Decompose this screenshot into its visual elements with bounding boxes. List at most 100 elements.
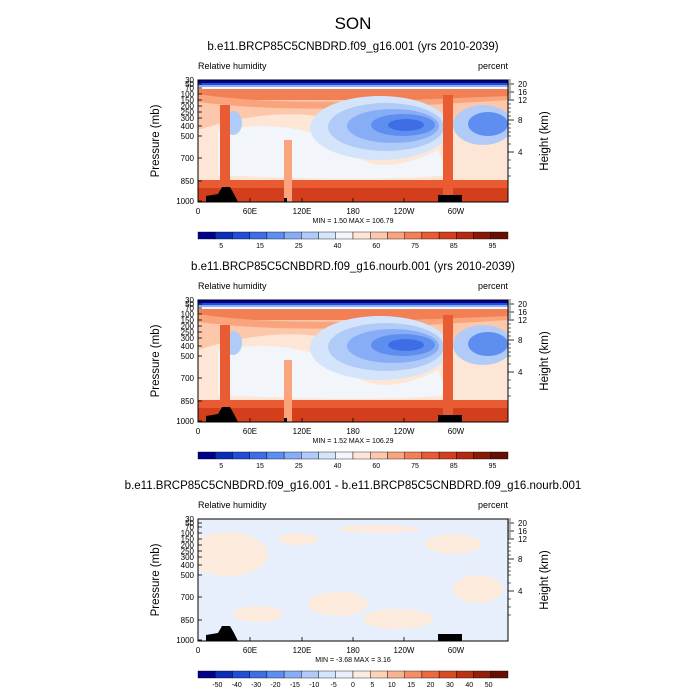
colorbar-swatch xyxy=(473,231,491,240)
x-tick-label: 180 xyxy=(346,646,360,655)
colorbar-label: 15 xyxy=(407,682,415,689)
field-strat-4 xyxy=(198,87,508,89)
y-tick-label: 70 xyxy=(185,523,194,532)
right-label: percent xyxy=(478,500,509,510)
y-tick-label: 300 xyxy=(181,114,195,123)
colorbar-swatch xyxy=(490,670,509,679)
field-plume-3 xyxy=(284,140,292,202)
x-tick-label: 0 xyxy=(196,427,201,436)
colorbar-swatch xyxy=(318,451,336,460)
y-tick-label: 300 xyxy=(181,553,195,562)
panel-title: b.e11.BRCP85C5CNBDRD.f09_g16.001 - b.e11… xyxy=(125,480,582,492)
y-tick-label: 700 xyxy=(181,374,195,383)
stats-text: MIN = -3.68 MAX = 3.16 xyxy=(315,657,391,664)
x-tick-label: 60W xyxy=(448,427,465,436)
field-upper-band xyxy=(198,88,508,100)
y-tick-label: 250 xyxy=(181,328,195,337)
field-positive-region-6 xyxy=(453,575,503,603)
y-tick-label: 400 xyxy=(181,342,195,351)
field-boundary-layer-2 xyxy=(198,408,508,422)
y-tick-label: 30 xyxy=(185,296,194,305)
colorbar-swatch xyxy=(301,451,319,460)
terrain-small xyxy=(284,198,287,202)
left-label: Relative humidity xyxy=(198,61,267,71)
colorbar-label: 0 xyxy=(351,682,355,689)
colorbar-swatch xyxy=(266,231,285,240)
field-strat-1 xyxy=(198,300,508,303)
y-tick-label: 50 xyxy=(185,300,194,309)
colorbar-swatch xyxy=(232,451,250,460)
field-upper-band-2 xyxy=(198,314,508,329)
field-pale-band xyxy=(218,126,448,179)
y-tick-label: 300 xyxy=(181,334,195,343)
colorbar-label: 60 xyxy=(372,463,380,470)
y-tick-label: 850 xyxy=(181,177,195,186)
colorbar-label: -20 xyxy=(270,682,280,689)
y-axis-label-right: Height (km) xyxy=(539,550,551,610)
y-tick-label: 400 xyxy=(181,561,195,570)
y-tick-label: 250 xyxy=(181,547,195,556)
field-boundary-layer-2 xyxy=(198,188,508,202)
field-positive-region-2 xyxy=(308,592,368,616)
x-tick-label: 0 xyxy=(196,646,201,655)
colorbar-label: 60 xyxy=(372,243,380,250)
colorbar-swatch xyxy=(335,231,354,240)
colorbar-swatch xyxy=(438,231,457,240)
y-right-tick-label: 16 xyxy=(518,527,527,536)
field-positive-region-3 xyxy=(425,534,481,554)
colorbar-label: 40 xyxy=(465,682,473,689)
colorbar-swatch xyxy=(387,670,405,679)
colorbar-swatch xyxy=(318,670,336,679)
field-dry-region-7 xyxy=(468,332,508,356)
terrain-asia xyxy=(206,407,238,422)
left-label: Relative humidity xyxy=(198,500,267,510)
y-tick-label: 50 xyxy=(185,519,194,528)
y-right-tick-label: 16 xyxy=(518,88,527,97)
terrain-america xyxy=(438,195,462,202)
field-dry-region-7 xyxy=(468,112,508,136)
colorbar-label: 50 xyxy=(485,682,493,689)
colorbar-swatch xyxy=(266,670,285,679)
y-tick-label: 70 xyxy=(185,84,194,93)
y-tick-label: 400 xyxy=(181,122,195,131)
y-right-tick-label: 12 xyxy=(518,535,527,544)
y-right-tick-label: 20 xyxy=(518,80,527,89)
colorbar-swatch xyxy=(215,451,233,460)
y-axis-label: Pressure (mb) xyxy=(150,543,162,616)
right-label: percent xyxy=(478,61,509,71)
y-tick-label: 700 xyxy=(181,593,195,602)
y-tick-label: 70 xyxy=(185,304,194,313)
field-strat-2 xyxy=(198,303,508,305)
y-tick-label: 150 xyxy=(181,96,195,105)
panel-2: b.e11.BRCP85C5CNBDRD.f09_g16.nourb.001 (… xyxy=(150,261,551,470)
colorbar-swatch xyxy=(421,670,440,679)
contour-field xyxy=(198,300,508,422)
colorbar-swatch xyxy=(387,451,405,460)
field-strat-3 xyxy=(198,85,508,87)
colorbar-swatch xyxy=(456,451,474,460)
x-tick-label: 0 xyxy=(196,207,201,216)
colorbar-swatch xyxy=(370,231,388,240)
colorbar-swatch xyxy=(232,231,250,240)
colorbar-label: 25 xyxy=(295,463,303,470)
colorbar-swatch xyxy=(249,670,268,679)
colorbar-swatch xyxy=(352,670,371,679)
field-plume-1 xyxy=(220,105,230,202)
colorbar-swatch xyxy=(438,451,457,460)
colorbar-swatch xyxy=(301,670,319,679)
field-positive-region-7 xyxy=(278,533,318,545)
colorbar-label: -5 xyxy=(331,682,337,689)
colorbar-label: -50 xyxy=(212,682,222,689)
colorbar-swatch xyxy=(266,451,285,460)
panel-title: b.e11.BRCP85C5CNBDRD.f09_g16.001 (yrs 20… xyxy=(207,41,498,53)
y-axis-label-right: Height (km) xyxy=(539,111,551,171)
y-axis-label: Pressure (mb) xyxy=(150,324,162,397)
colorbar-label: 5 xyxy=(219,243,223,250)
y-tick-label: 100 xyxy=(181,90,195,99)
field-strat-2 xyxy=(198,83,508,85)
x-tick-label: 120E xyxy=(293,207,312,216)
x-tick-label: 120W xyxy=(394,646,415,655)
y-right-tick-label: 8 xyxy=(518,116,523,125)
y-tick-label: 1000 xyxy=(176,636,194,645)
